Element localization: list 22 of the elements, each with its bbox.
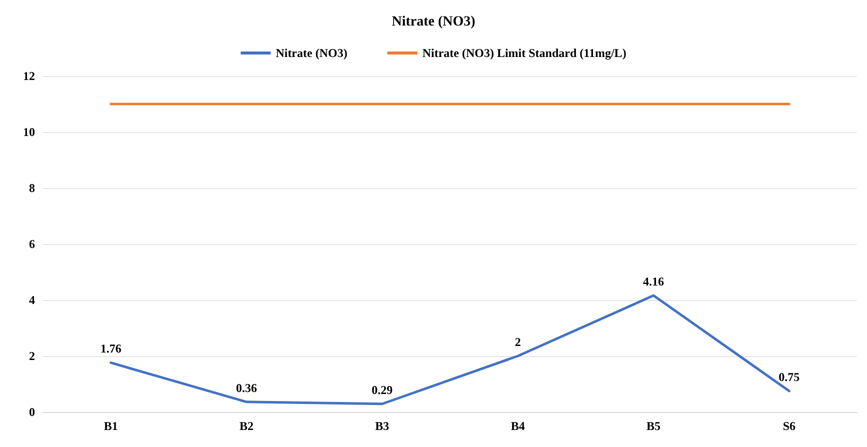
- data-label: 1.76: [100, 342, 122, 356]
- legend-label: Nitrate (NO3): [276, 46, 348, 60]
- y-tick-label: 0: [29, 405, 35, 419]
- data-label: 2: [514, 335, 521, 349]
- x-tick-label: B4: [510, 419, 525, 433]
- x-tick-label: B1: [104, 419, 118, 433]
- x-tick-label: S6: [782, 419, 796, 433]
- data-label: 0.29: [372, 382, 393, 397]
- x-tick-label: B3: [375, 419, 390, 433]
- y-tick-label: 4: [29, 293, 35, 307]
- x-tick-label: B2: [239, 419, 254, 433]
- legend-label: Nitrate (NO3) Limit Standard (11mg/L): [422, 46, 626, 60]
- y-tick-label: 12: [23, 69, 35, 83]
- y-tick-label: 2: [29, 349, 35, 363]
- y-tick-label: 6: [29, 237, 35, 251]
- data-label: 0.36: [236, 380, 257, 395]
- y-tick-label: 10: [23, 125, 35, 139]
- chart-title: Nitrate (NO3): [392, 14, 476, 30]
- y-tick-label: 8: [29, 181, 35, 195]
- x-tick-label: B5: [646, 419, 661, 433]
- data-label: 4.16: [643, 274, 664, 289]
- data-label: 0.75: [778, 370, 800, 384]
